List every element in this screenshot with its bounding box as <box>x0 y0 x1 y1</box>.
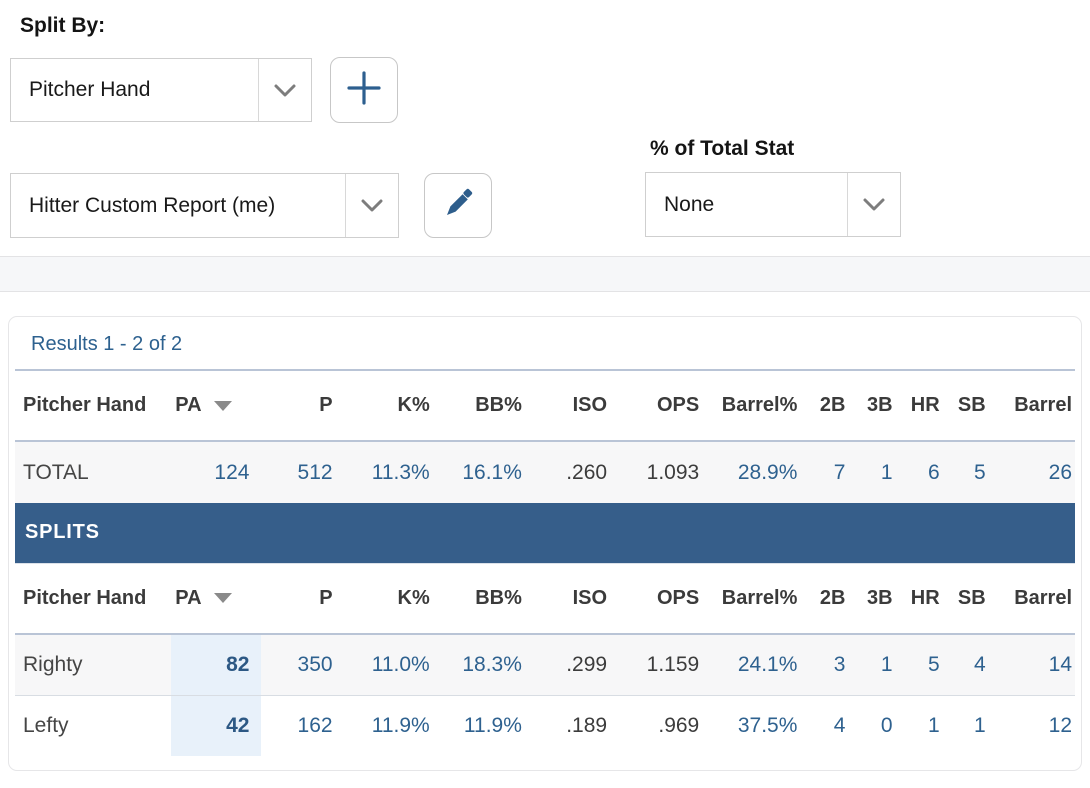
total-bb-pct-value[interactable]: 16.1% <box>432 441 525 503</box>
col-header-iso[interactable]: ISO <box>572 394 608 416</box>
lefty-sb-value[interactable]: 1 <box>942 695 989 756</box>
split-by-select[interactable]: Pitcher Hand <box>10 58 312 122</box>
pencil-icon <box>440 185 476 226</box>
split-by-label: Split By: <box>20 14 106 37</box>
total-row: TOTAL 124 512 11.3% 16.1% .260 1.093 28.… <box>15 441 1075 503</box>
col-header-pitcher-hand[interactable]: Pitcher Hand <box>23 586 147 609</box>
lefty-2b-value[interactable]: 4 <box>800 695 849 756</box>
righty-k-pct-value[interactable]: 11.0% <box>335 634 433 695</box>
col-header-p[interactable]: P <box>319 586 333 609</box>
righty-bb-pct-value[interactable]: 18.3% <box>432 634 525 695</box>
righty-hr-value[interactable]: 5 <box>895 634 943 695</box>
col-header-2b[interactable]: 2B <box>819 586 846 609</box>
total-ops-value: 1.093 <box>610 441 703 503</box>
col-header-3b[interactable]: 3B <box>866 586 893 609</box>
righty-barrel-pct-value[interactable]: 24.1% <box>702 634 801 695</box>
col-header-sb[interactable]: SB <box>957 394 986 416</box>
pct-of-total-select-value: None <box>664 192 715 216</box>
add-split-button[interactable] <box>330 57 398 123</box>
righty-iso-value: .299 <box>524 634 611 695</box>
lefty-pa-value[interactable]: 42 <box>171 695 262 756</box>
total-k-pct-value[interactable]: 11.3% <box>335 441 433 503</box>
lefty-ops-value: .969 <box>610 695 703 756</box>
total-barrel-pct-value[interactable]: 28.9% <box>702 441 801 503</box>
righty-3b-value[interactable]: 1 <box>848 634 896 695</box>
righty-barrel-value[interactable]: 14 <box>988 634 1075 695</box>
col-header-pitcher-hand[interactable]: Pitcher Hand <box>23 394 147 416</box>
col-header-p[interactable]: P <box>319 394 333 416</box>
lefty-bb-pct-value[interactable]: 11.9% <box>432 695 525 756</box>
lefty-k-pct-value[interactable]: 11.9% <box>335 695 433 756</box>
total-barrel-value[interactable]: 26 <box>988 441 1075 503</box>
total-row-label: TOTAL <box>15 441 172 503</box>
sort-desc-icon <box>213 400 232 411</box>
lefty-barrel-pct-value[interactable]: 37.5% <box>702 695 801 756</box>
results-summary: Results 1 - 2 of 2 <box>31 333 183 355</box>
splits-band: SPLITS <box>15 503 1075 563</box>
col-header-hr[interactable]: HR <box>910 394 940 416</box>
split-by-select-value: Pitcher Hand <box>29 78 151 101</box>
stats-table: Pitcher Hand PA P K% BB% ISO OPS Barrel%… <box>15 369 1075 756</box>
col-header-k-pct[interactable]: K% <box>397 394 430 416</box>
section-divider-band <box>0 256 1090 292</box>
table-header-row: Pitcher Hand PA P K% BB% ISO OPS Barrel%… <box>15 563 1075 634</box>
table-header-row: Pitcher Hand PA P K% BB% ISO OPS Barrel%… <box>15 370 1075 441</box>
col-header-hr[interactable]: HR <box>910 586 940 609</box>
col-header-bb-pct[interactable]: BB% <box>475 394 522 416</box>
righty-ops-value: 1.159 <box>610 634 703 695</box>
lefty-hr-value[interactable]: 1 <box>895 695 943 756</box>
col-header-k-pct[interactable]: K% <box>397 586 430 609</box>
col-header-barrel-pct[interactable]: Barrel% <box>721 394 798 416</box>
righty-p-value[interactable]: 350 <box>261 634 336 695</box>
chevron-down-icon <box>258 59 311 121</box>
righty-2b-value[interactable]: 3 <box>800 634 849 695</box>
total-pa-value[interactable]: 124 <box>171 441 262 503</box>
split-row-righty: Righty 82 350 11.0% 18.3% .299 1.159 24.… <box>15 634 1075 695</box>
col-header-bb-pct[interactable]: BB% <box>475 586 522 609</box>
split-row-label: Lefty <box>15 695 172 756</box>
chevron-down-icon <box>847 173 900 236</box>
report-select[interactable]: Hitter Custom Report (me) <box>10 173 399 238</box>
total-2b-value[interactable]: 7 <box>800 441 849 503</box>
lefty-iso-value: .189 <box>524 695 611 756</box>
col-header-ops[interactable]: OPS <box>656 586 700 609</box>
col-header-barrel[interactable]: Barrel <box>1014 394 1072 416</box>
total-p-value[interactable]: 512 <box>261 441 336 503</box>
col-header-3b[interactable]: 3B <box>866 394 893 416</box>
lefty-barrel-value[interactable]: 12 <box>988 695 1075 756</box>
righty-pa-value[interactable]: 82 <box>171 634 262 695</box>
split-row-label: Righty <box>15 634 172 695</box>
total-sb-value[interactable]: 5 <box>942 441 989 503</box>
lefty-3b-value[interactable]: 0 <box>848 695 896 756</box>
plus-icon <box>346 70 382 111</box>
col-header-iso[interactable]: ISO <box>572 586 608 609</box>
sort-desc-icon <box>213 593 232 604</box>
pct-of-total-select[interactable]: None <box>645 172 901 237</box>
righty-sb-value[interactable]: 4 <box>942 634 989 695</box>
total-iso-value: .260 <box>524 441 611 503</box>
chevron-down-icon <box>345 174 398 237</box>
report-select-value: Hitter Custom Report (me) <box>29 193 276 217</box>
splits-band-label: SPLITS <box>15 503 1075 563</box>
edit-report-button[interactable] <box>424 173 492 238</box>
col-header-barrel[interactable]: Barrel <box>1014 586 1072 609</box>
col-header-pa[interactable]: PA <box>171 563 261 634</box>
col-header-pa[interactable]: PA <box>171 370 261 441</box>
lefty-p-value[interactable]: 162 <box>261 695 336 756</box>
results-panel: Results 1 - 2 of 2 Pitcher Hand PA P K% … <box>8 316 1082 771</box>
col-header-ops[interactable]: OPS <box>656 394 700 416</box>
col-header-sb[interactable]: SB <box>957 586 986 609</box>
split-row-lefty: Lefty 42 162 11.9% 11.9% .189 .969 37.5%… <box>15 695 1075 756</box>
col-header-2b[interactable]: 2B <box>819 394 846 416</box>
total-3b-value[interactable]: 1 <box>848 441 896 503</box>
pct-of-total-label: % of Total Stat <box>650 137 795 160</box>
total-hr-value[interactable]: 6 <box>895 441 943 503</box>
col-header-barrel-pct[interactable]: Barrel% <box>721 586 798 609</box>
